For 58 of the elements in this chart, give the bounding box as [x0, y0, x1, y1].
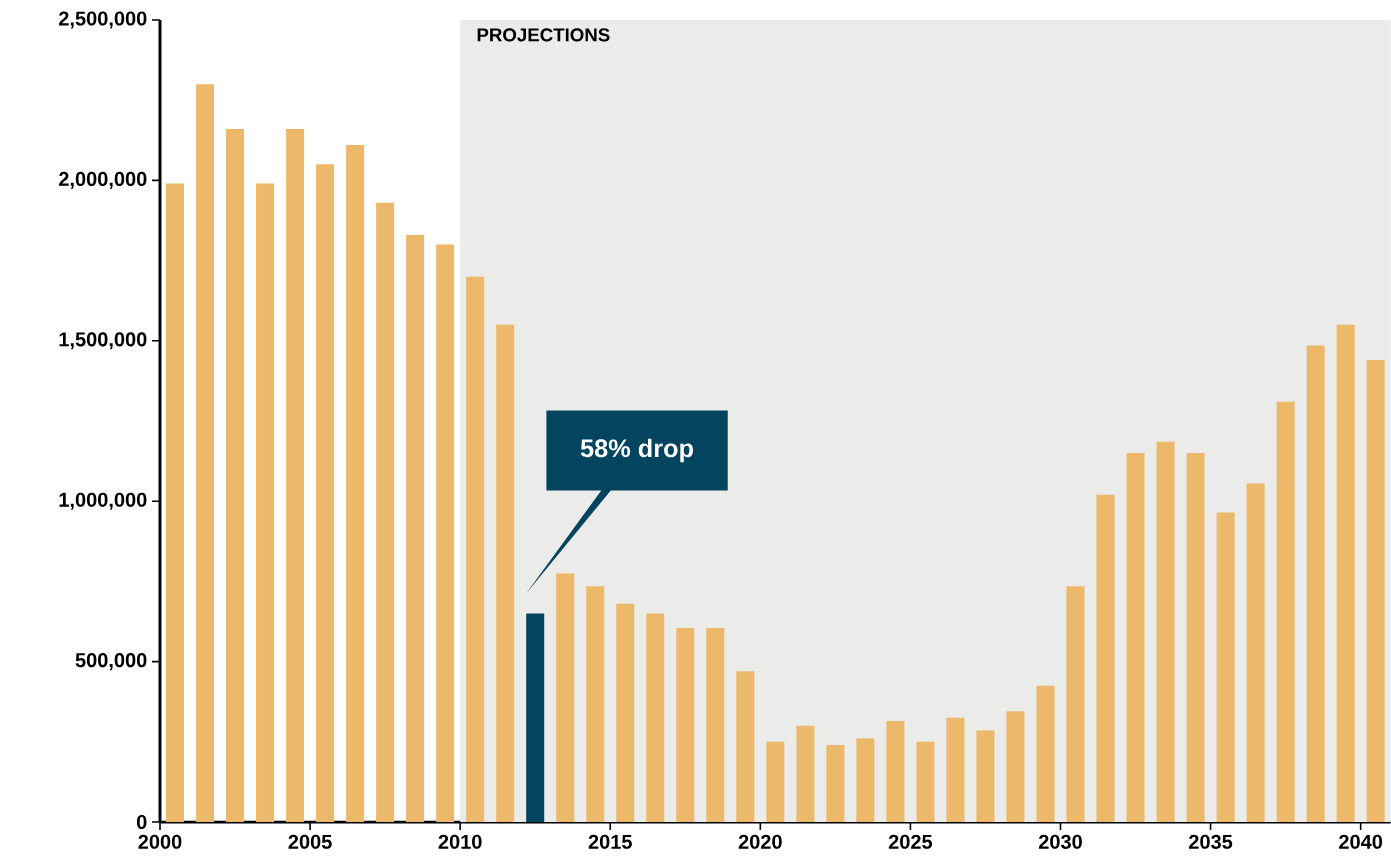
bar [1096, 494, 1115, 822]
bar [226, 129, 245, 822]
bar [706, 627, 725, 822]
bar [256, 183, 275, 822]
bar [586, 586, 605, 822]
bar [646, 613, 665, 822]
annotation: 58% drop [580, 438, 693, 463]
bar [1126, 453, 1145, 822]
bar [1306, 345, 1325, 822]
y-tick-label: 1,000,000 [59, 492, 147, 510]
bar [1006, 711, 1025, 822]
x-tick-label: 2030 [1038, 834, 1082, 849]
bar [1156, 441, 1175, 822]
bar [766, 741, 785, 822]
bar [1276, 401, 1295, 822]
bar [826, 745, 845, 822]
bar [796, 725, 815, 822]
band-label: PROJECTIONS [477, 28, 610, 42]
bar [376, 202, 395, 822]
bar [856, 738, 875, 822]
bar [736, 671, 755, 822]
bar [196, 84, 215, 822]
bar [466, 276, 485, 822]
bar [1066, 586, 1085, 822]
y-tick-label: 500,000 [75, 653, 147, 671]
bar [316, 164, 335, 822]
y-tick-label: 1,500,000 [59, 332, 147, 350]
bar [1246, 483, 1265, 822]
x-tick-label: 2005 [288, 834, 332, 849]
bar [526, 613, 545, 822]
bar [1216, 512, 1235, 822]
x-tick-label: 2035 [1189, 834, 1233, 849]
bar [976, 730, 995, 822]
bar [286, 129, 305, 822]
bar [946, 717, 965, 822]
bar [406, 234, 425, 822]
bar [556, 573, 575, 822]
bar [676, 627, 695, 822]
bar [436, 244, 455, 822]
bar [346, 145, 365, 822]
bar [916, 741, 935, 822]
bar [1186, 453, 1205, 822]
y-tick-label: 2,500,000 [59, 11, 147, 29]
y-tick-label: 2,000,000 [59, 171, 147, 189]
x-tick-label: 2020 [738, 834, 782, 849]
bar [166, 183, 185, 822]
y-tick-label: 0 [136, 814, 147, 830]
bar [1336, 324, 1355, 822]
x-tick-label: 2025 [888, 834, 933, 849]
x-tick-label: 2015 [588, 834, 632, 849]
bar [1036, 685, 1055, 822]
bar [886, 720, 905, 822]
x-tick-label: 2010 [438, 834, 482, 849]
bar [496, 324, 515, 822]
bar [1366, 360, 1385, 822]
x-tick-label: 2040 [1339, 834, 1383, 849]
bar [616, 603, 635, 822]
x-tick-label: 2000 [138, 834, 182, 849]
